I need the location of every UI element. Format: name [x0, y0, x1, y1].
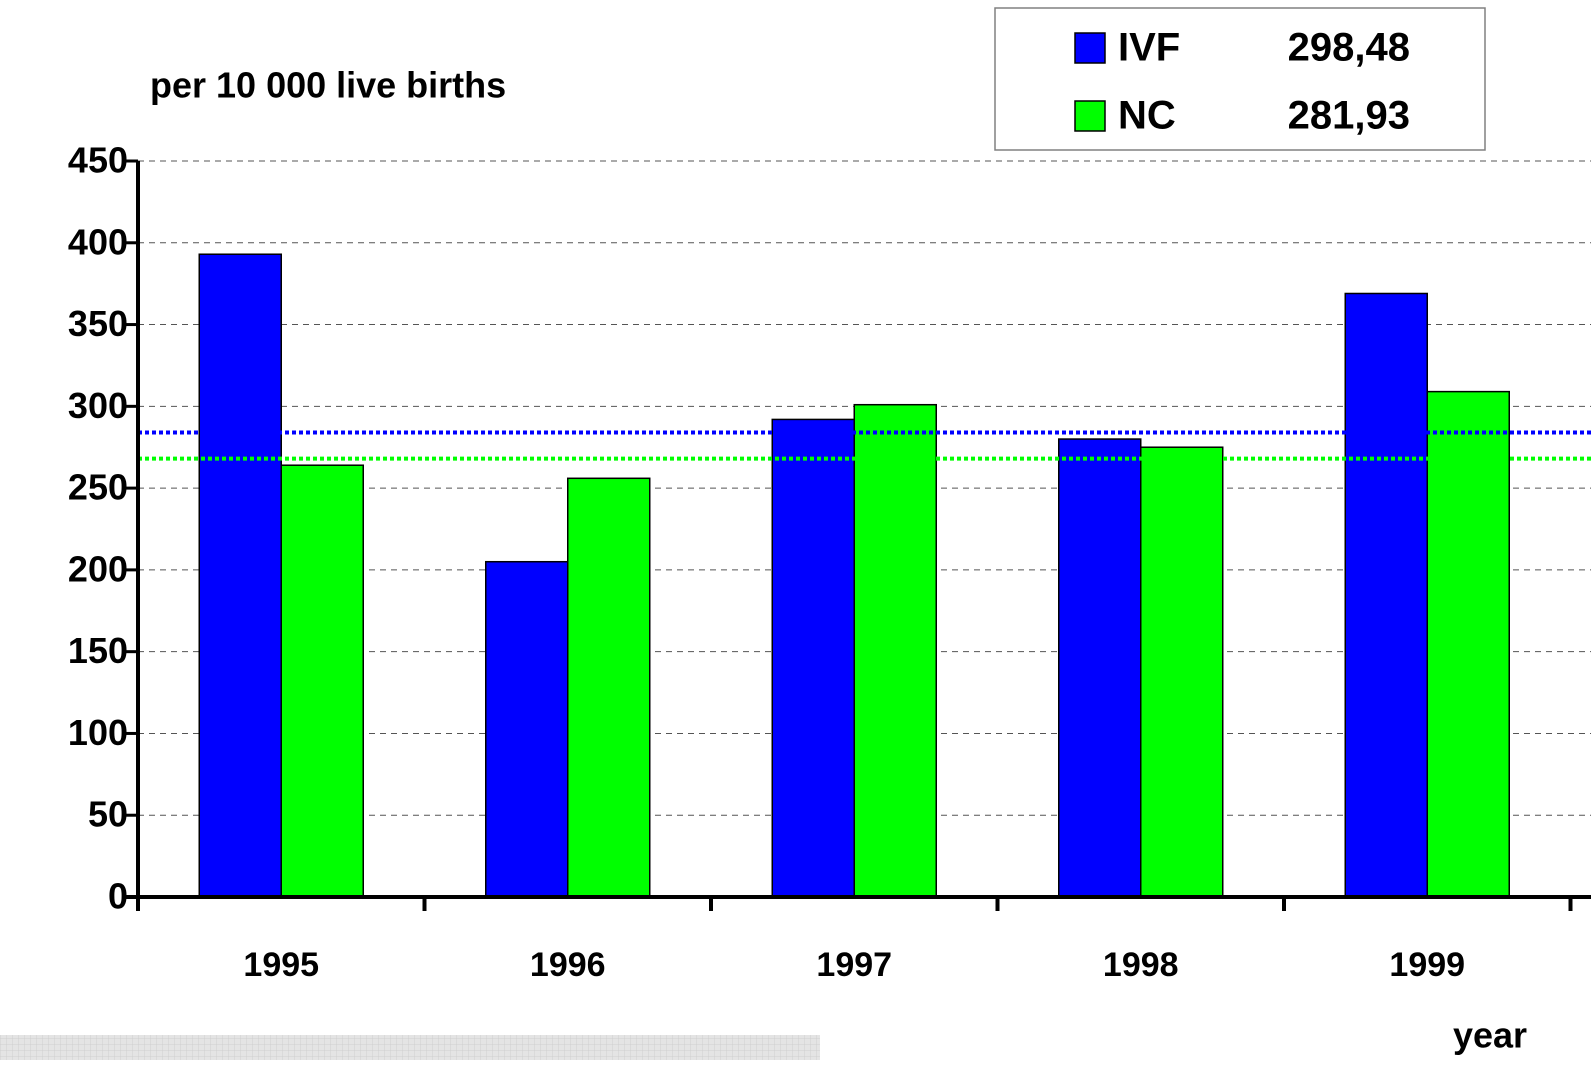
- y-tick-label: 400: [68, 221, 128, 262]
- y-tick-label: 0: [108, 876, 128, 917]
- bar: [280, 464, 364, 898]
- x-tick-label: 1998: [1103, 946, 1179, 984]
- bar: [853, 403, 937, 898]
- x-tick-label: 1995: [243, 946, 319, 984]
- bar: [1058, 438, 1142, 898]
- x-axis-label: year: [1453, 1015, 1527, 1056]
- x-tick-label: 1999: [1389, 946, 1465, 984]
- legend-label: NC: [1118, 94, 1176, 138]
- y-tick-label: 450: [68, 140, 128, 181]
- y-tick-label: 200: [68, 548, 128, 589]
- bar: [1426, 390, 1510, 898]
- y-tick-label: 150: [68, 630, 128, 671]
- legend-swatch: [1074, 32, 1106, 64]
- x-tick-label: 1997: [816, 946, 892, 984]
- bar: [1344, 292, 1428, 898]
- legend-label: IVF: [1118, 26, 1180, 70]
- y-tick-label: 250: [68, 467, 128, 508]
- bar: [771, 418, 855, 898]
- bar: [1140, 446, 1224, 898]
- y-tick-label: 50: [88, 794, 128, 835]
- bar: [567, 477, 651, 898]
- x-tick-label: 1996: [530, 946, 606, 984]
- y-tick-label: 350: [68, 303, 128, 344]
- y-tick-label: 100: [68, 712, 128, 753]
- bar: [198, 253, 282, 898]
- legend: [994, 7, 1486, 151]
- legend-value: 281,93: [1288, 94, 1410, 138]
- bar: [485, 560, 569, 898]
- y-tick-label: 300: [68, 385, 128, 426]
- background-strip: [0, 1035, 820, 1060]
- legend-value: 298,48: [1288, 26, 1410, 70]
- legend-swatch: [1074, 100, 1106, 132]
- y-axis-label: per 10 000 live births: [150, 65, 506, 106]
